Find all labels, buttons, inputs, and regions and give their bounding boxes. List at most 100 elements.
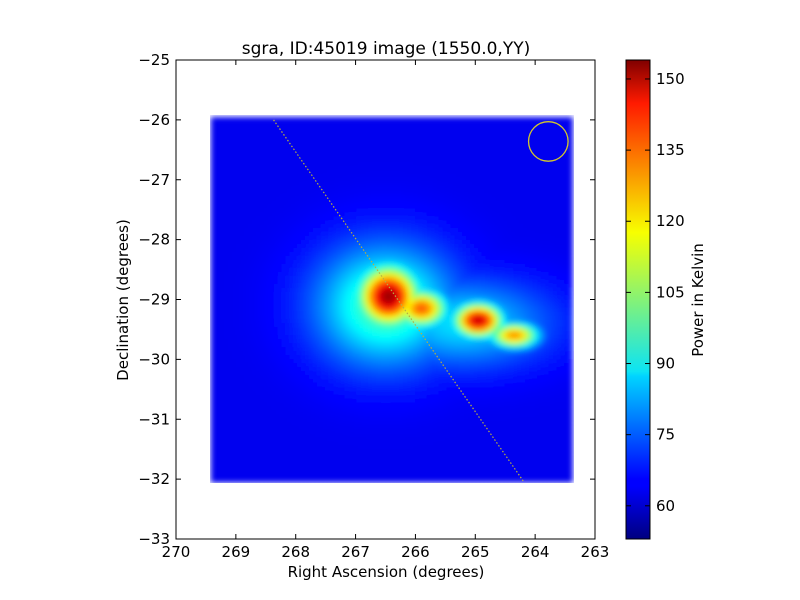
heatmap-cell (308, 287, 314, 293)
heatmap-cell (218, 239, 224, 245)
heatmap-cell (525, 224, 530, 229)
heatmap-cell (450, 164, 455, 170)
heatmap-cell (474, 188, 479, 193)
heatmap-cell (379, 120, 385, 126)
heatmap-cell (505, 279, 510, 285)
heatmap-cell (340, 291, 345, 297)
heatmap-cell (273, 196, 279, 201)
heatmap-cell (297, 128, 302, 134)
heatmap-cell (399, 235, 404, 241)
heatmap-cell (238, 319, 243, 324)
heatmap-cell (352, 188, 357, 193)
heatmap-cell (489, 267, 495, 273)
heatmap-cell (493, 299, 499, 305)
heatmap-cell (564, 164, 569, 170)
heatmap-cell (418, 295, 424, 301)
heatmap-cell (540, 307, 546, 313)
heatmap-cell (257, 271, 263, 277)
heatmap-cell (214, 200, 220, 205)
heatmap-cell (489, 239, 495, 245)
heatmap-cell (352, 267, 357, 273)
heatmap-cell (525, 319, 530, 324)
heatmap-cell (344, 259, 349, 265)
heatmap-cell (297, 232, 302, 237)
heatmap-cell (281, 124, 286, 130)
heatmap-cell (422, 180, 428, 185)
heatmap-cell (536, 232, 542, 237)
heatmap-cell (250, 232, 255, 237)
heatmap-cell (238, 116, 243, 122)
heatmap-cell (360, 148, 365, 154)
heatmap-cell (430, 315, 436, 320)
heatmap-cell (379, 251, 385, 257)
heatmap-cell (513, 299, 518, 305)
heatmap-cell (497, 295, 503, 301)
heatmap-cell (281, 255, 286, 261)
heatmap-cell (458, 164, 463, 170)
heatmap-cell (383, 212, 389, 217)
heatmap-cell (529, 172, 534, 178)
heatmap-cell (387, 243, 393, 249)
heatmap-cell (375, 128, 381, 134)
heatmap-cell (450, 243, 455, 249)
heatmap-cell (301, 212, 306, 217)
heatmap-cell (426, 267, 432, 273)
heatmap-cell (308, 116, 314, 122)
heatmap-cell (493, 128, 499, 134)
heatmap-cell (344, 315, 349, 320)
heatmap-cell (470, 255, 475, 261)
heatmap-cell (214, 255, 220, 261)
heatmap-cell (222, 200, 228, 205)
heatmap-cell (560, 263, 565, 269)
heatmap-cell (548, 132, 554, 138)
heatmap-cell (277, 307, 283, 313)
heatmap-cell (253, 319, 259, 324)
heatmap-cell (540, 267, 546, 273)
heatmap-cell (360, 235, 365, 241)
heatmap-cell (238, 120, 243, 126)
heatmap-cell (513, 212, 518, 217)
heatmap-cell (301, 164, 306, 170)
heatmap-cell (536, 275, 542, 281)
heatmap-cell (454, 283, 459, 289)
heatmap-cell (556, 247, 562, 253)
heatmap-cell (391, 239, 397, 245)
heatmap-cell (466, 176, 471, 181)
heatmap-cell (418, 180, 424, 185)
heatmap-cell (214, 160, 220, 166)
heatmap-cell (497, 124, 503, 130)
heatmap-cell (418, 315, 424, 320)
heatmap-cell (328, 144, 334, 150)
heatmap-cell (391, 224, 397, 229)
heatmap-cell (269, 180, 275, 185)
heatmap-cell (297, 172, 302, 178)
heatmap-cell (415, 148, 420, 154)
heatmap-cell (324, 204, 330, 209)
heatmap-cell (391, 267, 397, 273)
heatmap-cell (328, 200, 334, 205)
heatmap-cell (352, 160, 357, 166)
heatmap-cell (450, 216, 455, 221)
heatmap-cell (411, 152, 416, 158)
heatmap-cell (509, 204, 514, 209)
heatmap-cell (218, 275, 224, 281)
heatmap-cell (403, 315, 408, 320)
heatmap-cell (222, 144, 228, 150)
heatmap-cell (265, 160, 271, 166)
heatmap-cell (230, 184, 235, 189)
heatmap-cell (529, 160, 534, 166)
heatmap-cell (415, 255, 420, 261)
heatmap-cell (395, 208, 400, 213)
heatmap-cell (517, 144, 522, 150)
heatmap-cell (525, 239, 530, 245)
heatmap-cell (308, 247, 314, 253)
heatmap-cell (336, 287, 341, 293)
heatmap-cell (458, 263, 463, 269)
heatmap-cell (273, 168, 279, 174)
heatmap-cell (422, 247, 428, 253)
heatmap-cell (552, 247, 558, 253)
heatmap-cell (403, 168, 408, 174)
heatmap-cell (568, 184, 573, 189)
heatmap-cell (497, 152, 503, 158)
heatmap-cell (289, 331, 294, 336)
